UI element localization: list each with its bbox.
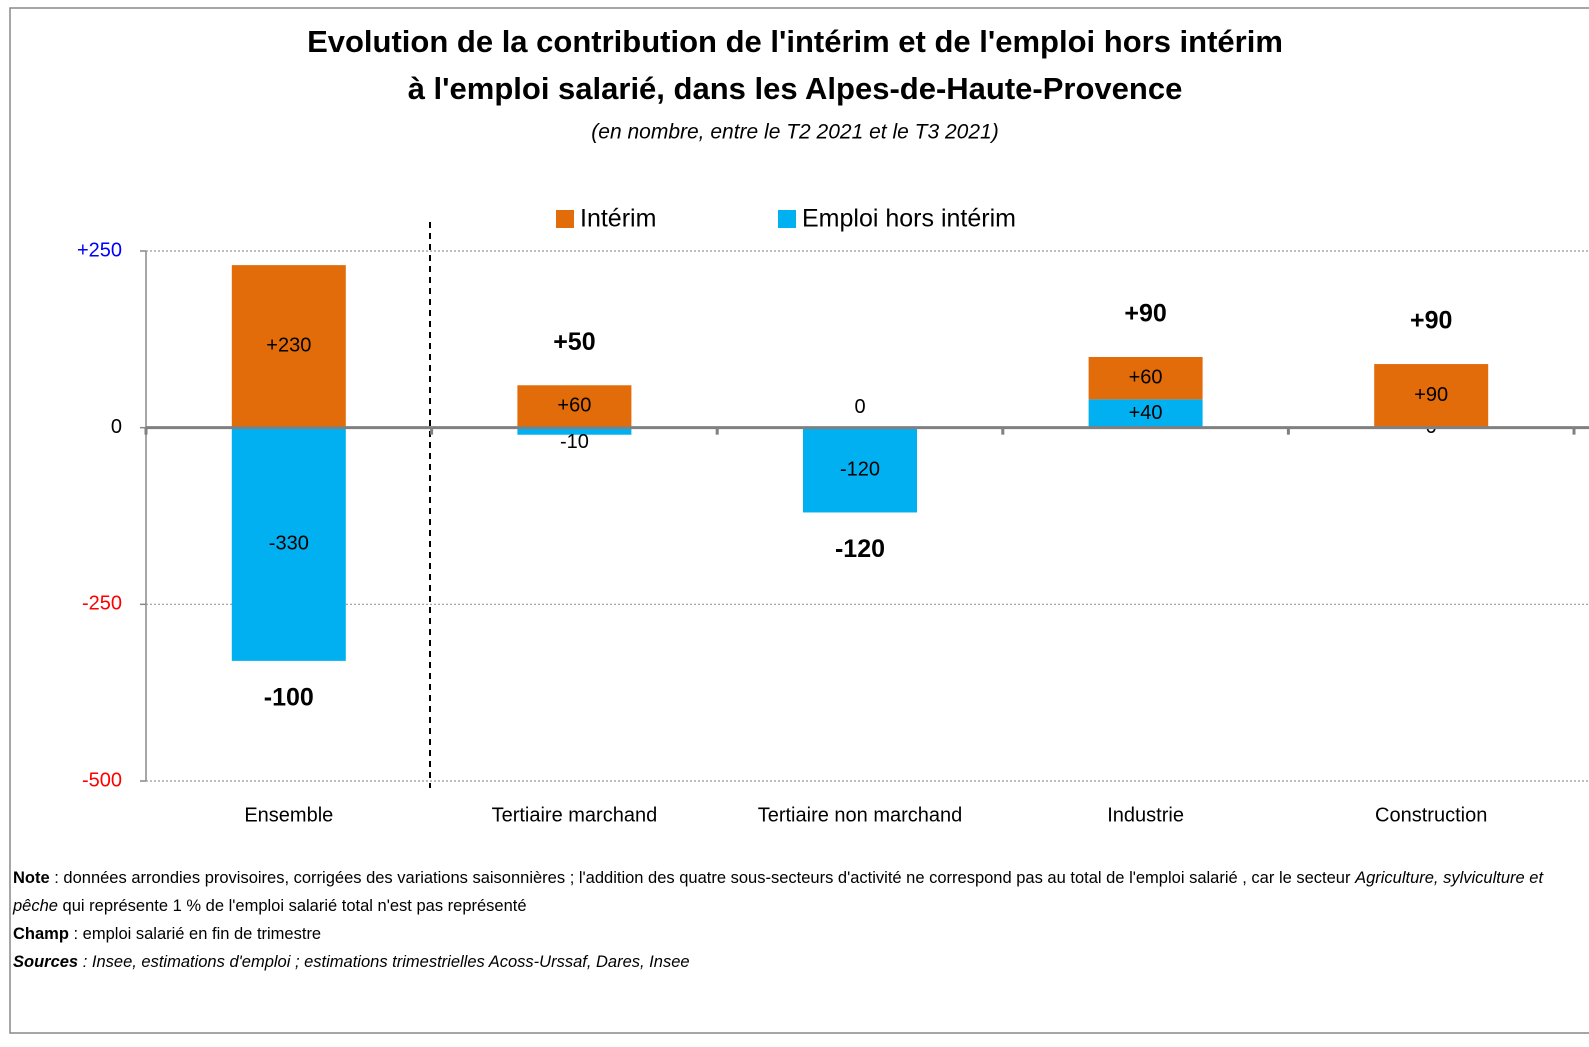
champ-line: Champ : emploi salarié en fin de trimest… — [13, 920, 1568, 948]
legend-swatch — [778, 210, 796, 228]
champ-text: : emploi salarié en fin de trimestre — [68, 925, 322, 943]
data-label: -10 — [560, 431, 589, 453]
notes: Note : données arrondies provisoires, co… — [13, 864, 1568, 976]
data-label: +60 — [557, 395, 591, 417]
bar-segment — [231, 265, 346, 428]
legend-label: Intérim — [580, 205, 656, 233]
x-tick-label: Industrie — [1107, 804, 1184, 826]
sources-text: : Insee, estimations d'emploi ; estimati… — [78, 953, 690, 971]
y-tick-label: -500 — [82, 769, 122, 791]
total-label: +50 — [553, 328, 595, 356]
x-tick-label: Construction — [1375, 804, 1487, 826]
note-text: : données arrondies provisoires, corrigé… — [49, 869, 1356, 887]
x-tick-label: Tertiaire non marchand — [758, 804, 963, 826]
total-label: +90 — [1124, 300, 1166, 328]
data-label: 0 — [854, 396, 865, 418]
y-tick-label: -250 — [82, 593, 122, 615]
total-label: -120 — [835, 535, 885, 563]
chart-title: à l'emploi salarié, dans les Alpes-de-Ha… — [408, 71, 1183, 106]
chart-frame — [9, 7, 1589, 1034]
total-label: +90 — [1410, 307, 1452, 335]
bar-segment — [517, 385, 632, 428]
sources-label: Sources — [13, 953, 79, 971]
data-label: +60 — [1129, 366, 1163, 388]
total-label: -100 — [264, 683, 314, 711]
bar-segment — [231, 427, 346, 661]
chart-subtitle: (en nombre, entre le T2 2021 et le T3 20… — [591, 121, 998, 144]
note-text: qui représente 1 % de l'emploi salarié t… — [57, 897, 527, 915]
bar-segment — [803, 427, 917, 513]
note-label: Note — [13, 869, 50, 887]
bar-segment — [517, 427, 632, 435]
x-tick-label: Tertiaire marchand — [492, 804, 658, 826]
legend-label: Emploi hors intérim — [802, 205, 1016, 233]
data-label: +90 — [1414, 384, 1448, 406]
data-label: -120 — [840, 458, 880, 480]
sources-line: Sources : Insee, estimations d'emploi ; … — [13, 948, 1568, 976]
x-tick-label: Ensemble — [244, 804, 333, 826]
data-label: +230 — [266, 335, 311, 357]
y-tick-label: +250 — [77, 239, 122, 261]
data-label: +40 — [1129, 402, 1163, 424]
note-line: Note : données arrondies provisoires, co… — [13, 864, 1568, 920]
bar-segment — [1088, 399, 1203, 428]
y-tick-label: 0 — [111, 416, 122, 438]
bar-segment — [1088, 357, 1203, 400]
bar-segment — [1374, 364, 1489, 428]
note-italic: Agriculture, sylviculture et pêche — [13, 869, 1544, 915]
chart-title: Evolution de la contribution de l'intéri… — [307, 24, 1283, 59]
data-label: -330 — [269, 533, 309, 555]
champ-label: Champ — [13, 925, 69, 943]
legend-swatch — [556, 210, 574, 228]
